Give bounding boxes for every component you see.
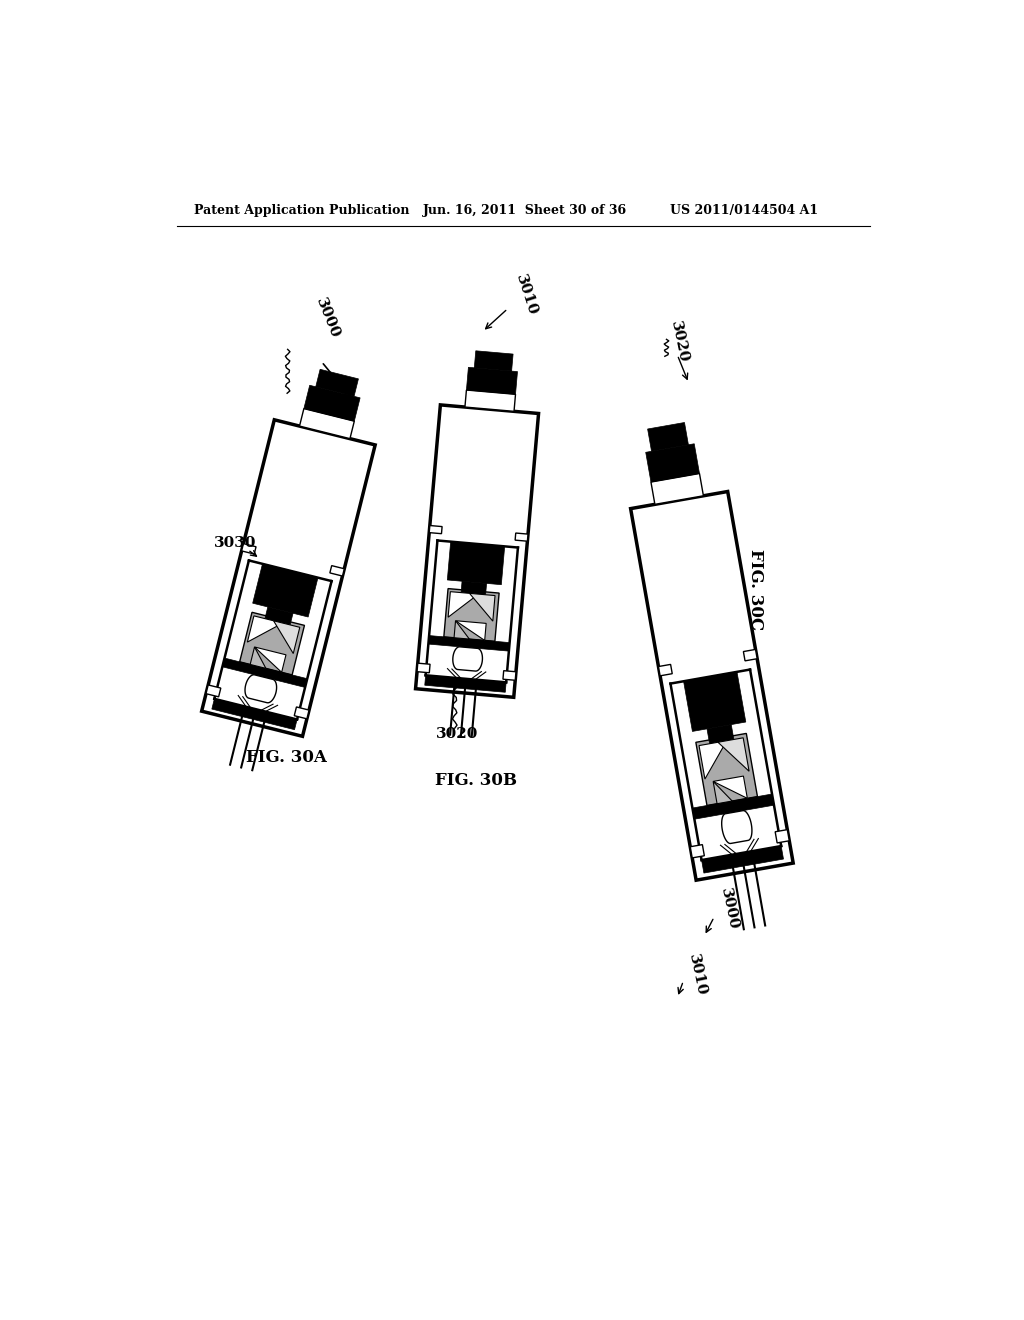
Polygon shape xyxy=(447,541,505,585)
Polygon shape xyxy=(684,672,745,731)
Polygon shape xyxy=(202,420,375,737)
Polygon shape xyxy=(212,698,297,730)
Polygon shape xyxy=(775,830,790,843)
Text: FIG. 30B: FIG. 30B xyxy=(435,772,517,789)
Polygon shape xyxy=(330,566,344,576)
Polygon shape xyxy=(718,738,750,771)
Polygon shape xyxy=(255,647,286,672)
Polygon shape xyxy=(250,647,266,668)
Text: US 2011/0144504 A1: US 2011/0144504 A1 xyxy=(670,205,818,218)
Polygon shape xyxy=(248,616,283,642)
Polygon shape xyxy=(273,620,300,653)
Polygon shape xyxy=(416,405,539,697)
Polygon shape xyxy=(692,795,774,820)
Text: 3010: 3010 xyxy=(686,952,709,997)
Polygon shape xyxy=(647,422,688,451)
Text: 3020: 3020 xyxy=(668,319,690,364)
Polygon shape xyxy=(713,776,748,799)
Polygon shape xyxy=(299,409,354,438)
Polygon shape xyxy=(449,591,478,618)
Polygon shape xyxy=(265,607,293,624)
Polygon shape xyxy=(651,474,703,504)
Polygon shape xyxy=(474,351,513,371)
Polygon shape xyxy=(245,675,276,702)
Polygon shape xyxy=(454,620,469,639)
Polygon shape xyxy=(304,385,360,421)
Polygon shape xyxy=(253,564,318,616)
Polygon shape xyxy=(713,781,732,804)
Text: 3010: 3010 xyxy=(513,273,540,318)
Polygon shape xyxy=(515,533,528,541)
Polygon shape xyxy=(707,725,734,743)
Polygon shape xyxy=(456,620,486,640)
Polygon shape xyxy=(428,635,510,651)
Polygon shape xyxy=(690,845,705,858)
Text: 3020: 3020 xyxy=(435,727,478,742)
Polygon shape xyxy=(206,685,221,697)
Polygon shape xyxy=(315,370,358,396)
Polygon shape xyxy=(743,649,757,661)
Polygon shape xyxy=(294,708,309,719)
Text: Patent Application Publication: Patent Application Publication xyxy=(194,205,410,218)
Text: 3000: 3000 xyxy=(313,296,342,341)
Polygon shape xyxy=(696,734,758,805)
Polygon shape xyxy=(701,846,783,873)
Polygon shape xyxy=(443,589,499,642)
Polygon shape xyxy=(465,389,515,412)
Polygon shape xyxy=(699,741,727,779)
Polygon shape xyxy=(470,593,495,622)
Text: FIG. 30C: FIG. 30C xyxy=(746,549,764,630)
Text: 3000: 3000 xyxy=(718,887,740,932)
Text: FIG. 30A: FIG. 30A xyxy=(246,748,327,766)
Polygon shape xyxy=(222,659,307,688)
Polygon shape xyxy=(658,664,672,676)
Polygon shape xyxy=(631,491,794,880)
Polygon shape xyxy=(503,671,516,680)
Polygon shape xyxy=(429,525,442,533)
Polygon shape xyxy=(646,444,699,482)
Polygon shape xyxy=(240,612,304,675)
Text: Jun. 16, 2011  Sheet 30 of 36: Jun. 16, 2011 Sheet 30 of 36 xyxy=(423,205,628,218)
Polygon shape xyxy=(453,647,482,671)
Polygon shape xyxy=(417,663,430,673)
Polygon shape xyxy=(466,367,517,395)
Polygon shape xyxy=(425,676,506,692)
Polygon shape xyxy=(242,544,256,554)
Polygon shape xyxy=(461,581,486,595)
Text: 3030: 3030 xyxy=(214,536,256,550)
Polygon shape xyxy=(722,810,752,843)
